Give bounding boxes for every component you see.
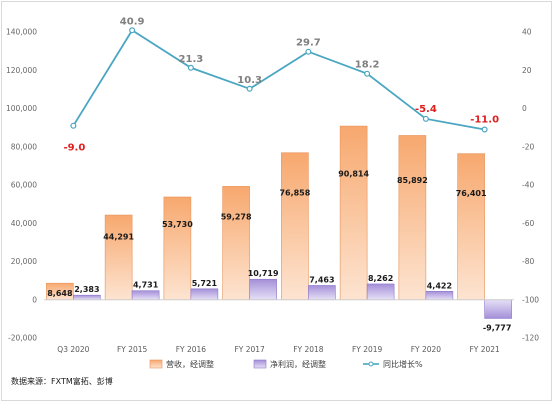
growth-point [364, 70, 371, 77]
growth-value-label: -5.4 [415, 104, 437, 115]
right-tick-label: 20 [522, 66, 532, 75]
left-tick-label: 80,000 [11, 142, 37, 151]
category-label: FY 2019 [352, 345, 383, 354]
legend-label-growth: 同比增长% [383, 359, 423, 369]
right-tick-label: -100 [522, 295, 539, 304]
net-profit-value-label: 7,463 [309, 275, 334, 284]
net-profit-value-label: -9,777 [483, 323, 512, 332]
growth-point [129, 27, 136, 34]
net-profit-bar [73, 294, 101, 301]
revenue-bar [281, 152, 309, 301]
revenue-value-label: 53,730 [162, 220, 193, 229]
left-tick-label: 60,000 [11, 181, 37, 190]
growth-point [246, 85, 253, 92]
left-tick-label: 140,000 [6, 28, 37, 37]
growth-point [481, 126, 488, 133]
growth-point [305, 48, 312, 55]
revenue-bar [104, 214, 133, 301]
left-tick-label: 120,000 [6, 66, 37, 75]
right-tick-label: 0 [522, 104, 527, 113]
revenue-value-label: 76,858 [279, 188, 310, 197]
net-profit-bar [425, 290, 454, 301]
net-profit-bar [308, 285, 336, 301]
growth-value-label: 10.3 [237, 75, 262, 86]
right-tick-label: -20 [522, 142, 534, 151]
net-profit-value-label: 4,422 [427, 281, 452, 290]
legend-label-net-profit: 净利润，经调整 [270, 359, 326, 369]
right-axis: -120 -100 -80 -60 -40 -20 0 20 40 [522, 28, 539, 343]
growth-value-label: 21.3 [179, 54, 204, 65]
left-tick-label: 40,000 [11, 219, 37, 228]
right-tick-label: -60 [522, 219, 534, 228]
growth-value-label: -9.0 [63, 143, 85, 154]
left-tick-label: 100,000 [6, 104, 37, 113]
source-note: 数据来源：FXTM富拓、彭博 [11, 377, 113, 386]
bar-series [46, 125, 512, 319]
net-profit-bar [131, 290, 160, 301]
right-tick-label: 40 [522, 28, 532, 37]
net-profit-value-label: 2,383 [74, 285, 99, 294]
growth-value-label: 29.7 [296, 38, 321, 49]
net-profit-value-label: 8,262 [368, 274, 393, 283]
growth-point [422, 115, 429, 122]
revenue-bar [339, 125, 368, 301]
line-series [70, 27, 488, 133]
line-data-labels: -9.0 40.9 21.3 10.3 29.7 18.2 -5.4 -11.0 [63, 16, 499, 153]
revenue-value-label: 8,648 [47, 289, 73, 298]
revenue-bar [163, 196, 192, 301]
revenue-bar [457, 153, 485, 301]
category-label: FY 2021 [469, 345, 500, 354]
growth-line [72, 29, 485, 131]
growth-value-label: -11.0 [470, 115, 499, 126]
category-label: FY 2015 [117, 345, 148, 354]
net-profit-bar [190, 288, 219, 301]
right-tick-label: -80 [522, 257, 534, 266]
net-profit-bar [484, 299, 512, 319]
left-tick-label: 0 [32, 295, 37, 304]
right-tick-label: -40 [522, 181, 534, 190]
legend-label-revenue: 营收，经调整 [166, 359, 214, 369]
category-axis: Q3 2020 FY 2015 FY 2016 FY 2017 FY 2018 FY 20… [57, 345, 500, 354]
left-tick-label: 20,000 [11, 257, 37, 266]
legend: 营收，经调整 净利润，经调整 同比增长% [149, 359, 423, 369]
right-tick-label: -120 [522, 334, 539, 343]
revenue-bar [222, 186, 250, 301]
legend-marker-growth [368, 361, 374, 367]
category-label: Q3 2020 [57, 345, 89, 354]
revenue-value-label: 76,401 [456, 189, 487, 198]
legend-swatch-net-profit [253, 359, 267, 369]
category-label: FY 2020 [411, 345, 442, 354]
growth-point [70, 122, 77, 129]
growth-point [187, 64, 194, 71]
revenue-value-label: 44,291 [103, 233, 134, 242]
net-profit-value-label: 5,721 [192, 279, 218, 288]
revenue-bar [398, 135, 427, 301]
revenue-value-label: 85,892 [397, 176, 428, 185]
revenue-value-label: 59,278 [221, 212, 252, 221]
growth-value-label: 40.9 [120, 16, 145, 27]
net-profit-value-label: 4,731 [133, 281, 159, 290]
category-label: FY 2018 [293, 345, 324, 354]
net-profit-value-label: 10,719 [248, 269, 279, 278]
legend-swatch-revenue [149, 359, 163, 369]
left-tick-label: -20,000 [8, 334, 37, 343]
left-axis: -20,000 0 20,000 40,000 60,000 80,000 100,000 1… [6, 28, 37, 343]
category-label: FY 2017 [234, 345, 265, 354]
revenue-value-label: 90,814 [338, 169, 369, 178]
growth-value-label: 18.2 [355, 60, 380, 71]
category-label: FY 2016 [176, 345, 207, 354]
bar-data-labels: 8,648 2,383 44,291 4,731 53,730 5,721 59,278 10… [47, 169, 511, 332]
net-profit-bar [366, 283, 395, 301]
net-profit-bar [249, 278, 277, 301]
